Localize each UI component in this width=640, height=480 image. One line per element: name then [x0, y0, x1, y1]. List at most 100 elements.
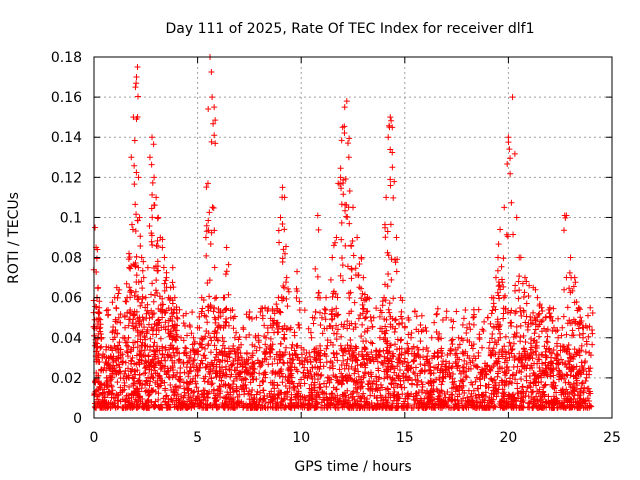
data-point [579, 334, 586, 341]
data-point [270, 368, 277, 375]
data-point [548, 366, 555, 373]
data-point [577, 314, 584, 321]
data-point [253, 314, 260, 321]
data-point [329, 365, 336, 372]
data-point [132, 228, 139, 235]
data-point [279, 220, 286, 227]
data-point [234, 360, 241, 367]
data-point [202, 234, 209, 241]
data-point [539, 307, 546, 314]
data-point [515, 295, 522, 302]
data-point [253, 347, 260, 354]
y-tick-label: 0.14 [51, 130, 82, 146]
data-point [225, 291, 232, 298]
data-point [150, 141, 157, 148]
data-point [314, 273, 321, 280]
data-point [369, 387, 376, 394]
y-tick-label: 0 [73, 411, 82, 427]
data-point [401, 324, 408, 331]
data-point [183, 345, 190, 352]
data-point [100, 389, 107, 396]
data-point [342, 242, 349, 249]
data-point [261, 322, 268, 329]
data-point [319, 389, 326, 396]
data-point [276, 356, 283, 363]
data-point [372, 347, 379, 354]
data-point [174, 391, 181, 398]
data-point [127, 265, 134, 272]
data-point [282, 383, 289, 390]
data-point [377, 381, 384, 388]
data-point [344, 213, 351, 220]
data-point [282, 279, 289, 286]
data-point [155, 359, 162, 366]
data-point [555, 315, 562, 322]
data-point [428, 370, 435, 377]
data-point [95, 310, 102, 317]
data-point [479, 326, 486, 333]
data-point [97, 385, 104, 392]
data-point [511, 150, 518, 157]
data-point [420, 354, 427, 361]
data-point [158, 364, 165, 371]
data-point [200, 387, 207, 394]
data-point [568, 274, 575, 281]
data-point [212, 140, 219, 147]
data-point [157, 335, 164, 342]
data-point [211, 295, 218, 302]
data-point [123, 298, 130, 305]
data-point [246, 314, 253, 321]
data-point [349, 238, 356, 245]
data-point [314, 401, 321, 408]
data-point [346, 188, 353, 195]
data-point [339, 352, 346, 359]
data-point [484, 314, 491, 321]
data-point [182, 322, 189, 329]
data-point [192, 396, 199, 403]
data-point [178, 334, 185, 341]
data-point [120, 375, 127, 382]
data-point [171, 383, 178, 390]
data-point [348, 376, 355, 383]
data-point [349, 348, 356, 355]
data-point [339, 255, 346, 262]
data-point [501, 389, 508, 396]
data-point [359, 301, 366, 308]
data-point [427, 370, 434, 377]
data-point [254, 388, 261, 395]
data-point [579, 379, 586, 386]
data-point [402, 349, 409, 356]
data-point [133, 211, 140, 218]
data-point [522, 338, 529, 345]
data-point [155, 396, 162, 403]
data-point [149, 179, 156, 186]
data-point [351, 299, 358, 306]
data-point [223, 306, 230, 313]
data-point [256, 382, 263, 389]
data-point [468, 379, 475, 386]
data-point [220, 294, 227, 301]
data-point [147, 362, 154, 369]
data-point [274, 381, 281, 388]
data-point [499, 396, 506, 403]
data-point [500, 390, 507, 397]
data-point [128, 154, 135, 161]
data-point [500, 315, 507, 322]
data-point [149, 280, 156, 287]
data-point [204, 180, 211, 187]
data-point [248, 392, 255, 399]
data-point [211, 104, 218, 111]
data-point [453, 308, 460, 315]
data-point [233, 329, 240, 336]
data-point [120, 359, 127, 366]
data-point [337, 401, 344, 408]
data-point [249, 387, 256, 394]
data-point [567, 372, 574, 379]
data-point [130, 389, 137, 396]
data-point [237, 350, 244, 357]
data-point [139, 285, 146, 292]
data-point [206, 209, 213, 216]
data-point [226, 367, 233, 374]
data-point [542, 381, 549, 388]
data-point [323, 294, 330, 301]
